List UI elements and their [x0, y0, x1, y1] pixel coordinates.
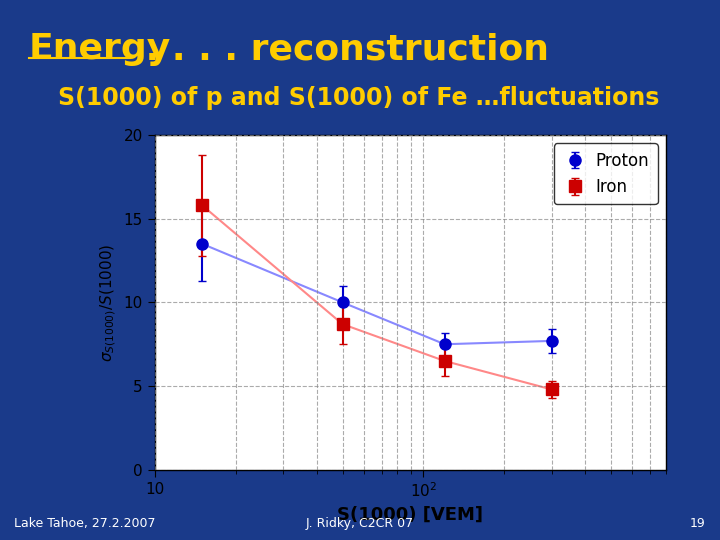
Text: J. Ridky, C2CR 07: J. Ridky, C2CR 07 — [306, 517, 414, 530]
Text: 19: 19 — [690, 517, 706, 530]
Text: Lake Tahoe, 27.2.2007: Lake Tahoe, 27.2.2007 — [14, 517, 156, 530]
Text: S(1000) of p and S(1000) of Fe …fluctuations: S(1000) of p and S(1000) of Fe …fluctuat… — [58, 86, 659, 110]
Text: Energy: Energy — [29, 32, 171, 66]
Y-axis label: $\sigma_{S(1000)}/S(1000)$: $\sigma_{S(1000)}/S(1000)$ — [99, 243, 118, 362]
Legend: Proton, Iron: Proton, Iron — [554, 143, 657, 204]
X-axis label: S(1000) [VEM]: S(1000) [VEM] — [338, 506, 483, 524]
Text: . . . . reconstruction: . . . . reconstruction — [133, 32, 549, 66]
